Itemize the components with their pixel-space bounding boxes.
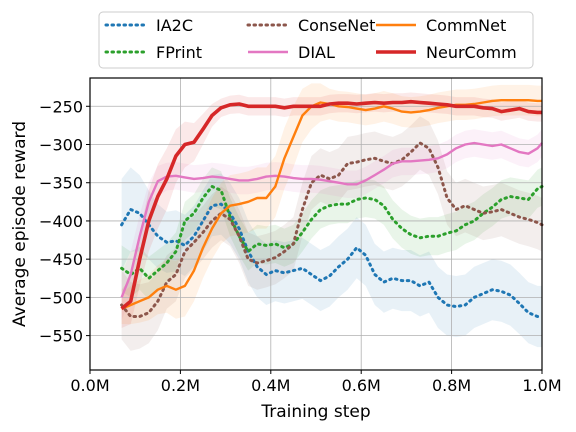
legend-label-dial: DIAL (298, 43, 335, 62)
series-line-fprint (120, 185, 544, 280)
band-commnet (121, 83, 542, 325)
band-ia2c (121, 167, 542, 348)
legend-label-consenet: ConseNet (298, 16, 375, 35)
y-tick-label: −250 (39, 97, 83, 116)
y-axis-title: Average episode reward (10, 121, 30, 327)
y-tick-label: −500 (39, 288, 83, 307)
band-dial (121, 129, 542, 321)
band-fprint (121, 167, 542, 300)
series-line-dial (120, 141, 543, 298)
x-tick-label: 0.2M (161, 376, 200, 395)
legend-label-commnet: CommNet (426, 16, 506, 35)
legend-label-fprint: FPrint (156, 43, 202, 62)
plot-frame (89, 77, 543, 371)
x-axis-title: Training step (260, 402, 370, 422)
series-lines (120, 99, 544, 318)
band-consenet (121, 116, 542, 351)
band-neurcomm (121, 92, 542, 328)
x-tick-label: 1.0M (522, 376, 561, 395)
legend-label-ia2c: IA2C (156, 16, 193, 35)
legend-label-neurcomm: NeurComm (426, 43, 517, 62)
x-tick-label: 0.4M (251, 376, 290, 395)
y-axis-ticks: −550 −500 −450 −400 −350 −300 −250 (39, 97, 90, 346)
series-line-ia2c (120, 202, 544, 318)
x-axis-ticks: 0.0M 0.2M 0.4M 0.6M 0.8M 1.0M (70, 370, 562, 395)
x-tick-label: 0.8M (432, 376, 471, 395)
y-tick-label: −350 (39, 174, 83, 193)
confidence-bands (121, 83, 542, 351)
x-tick-label: 0.6M (342, 376, 381, 395)
y-tick-label: −550 (39, 327, 83, 346)
legend: IA2C FPrint ConseNet DIAL CommNet NeurComm (98, 11, 534, 69)
y-tick-label: −300 (39, 136, 83, 155)
y-tick-label: −450 (39, 250, 83, 269)
y-tick-label: −400 (39, 212, 83, 231)
series-line-neurcomm (120, 99, 542, 311)
x-tick-label: 0.0M (70, 376, 109, 395)
series-line-consenet (120, 141, 544, 318)
legend-box (98, 11, 534, 69)
